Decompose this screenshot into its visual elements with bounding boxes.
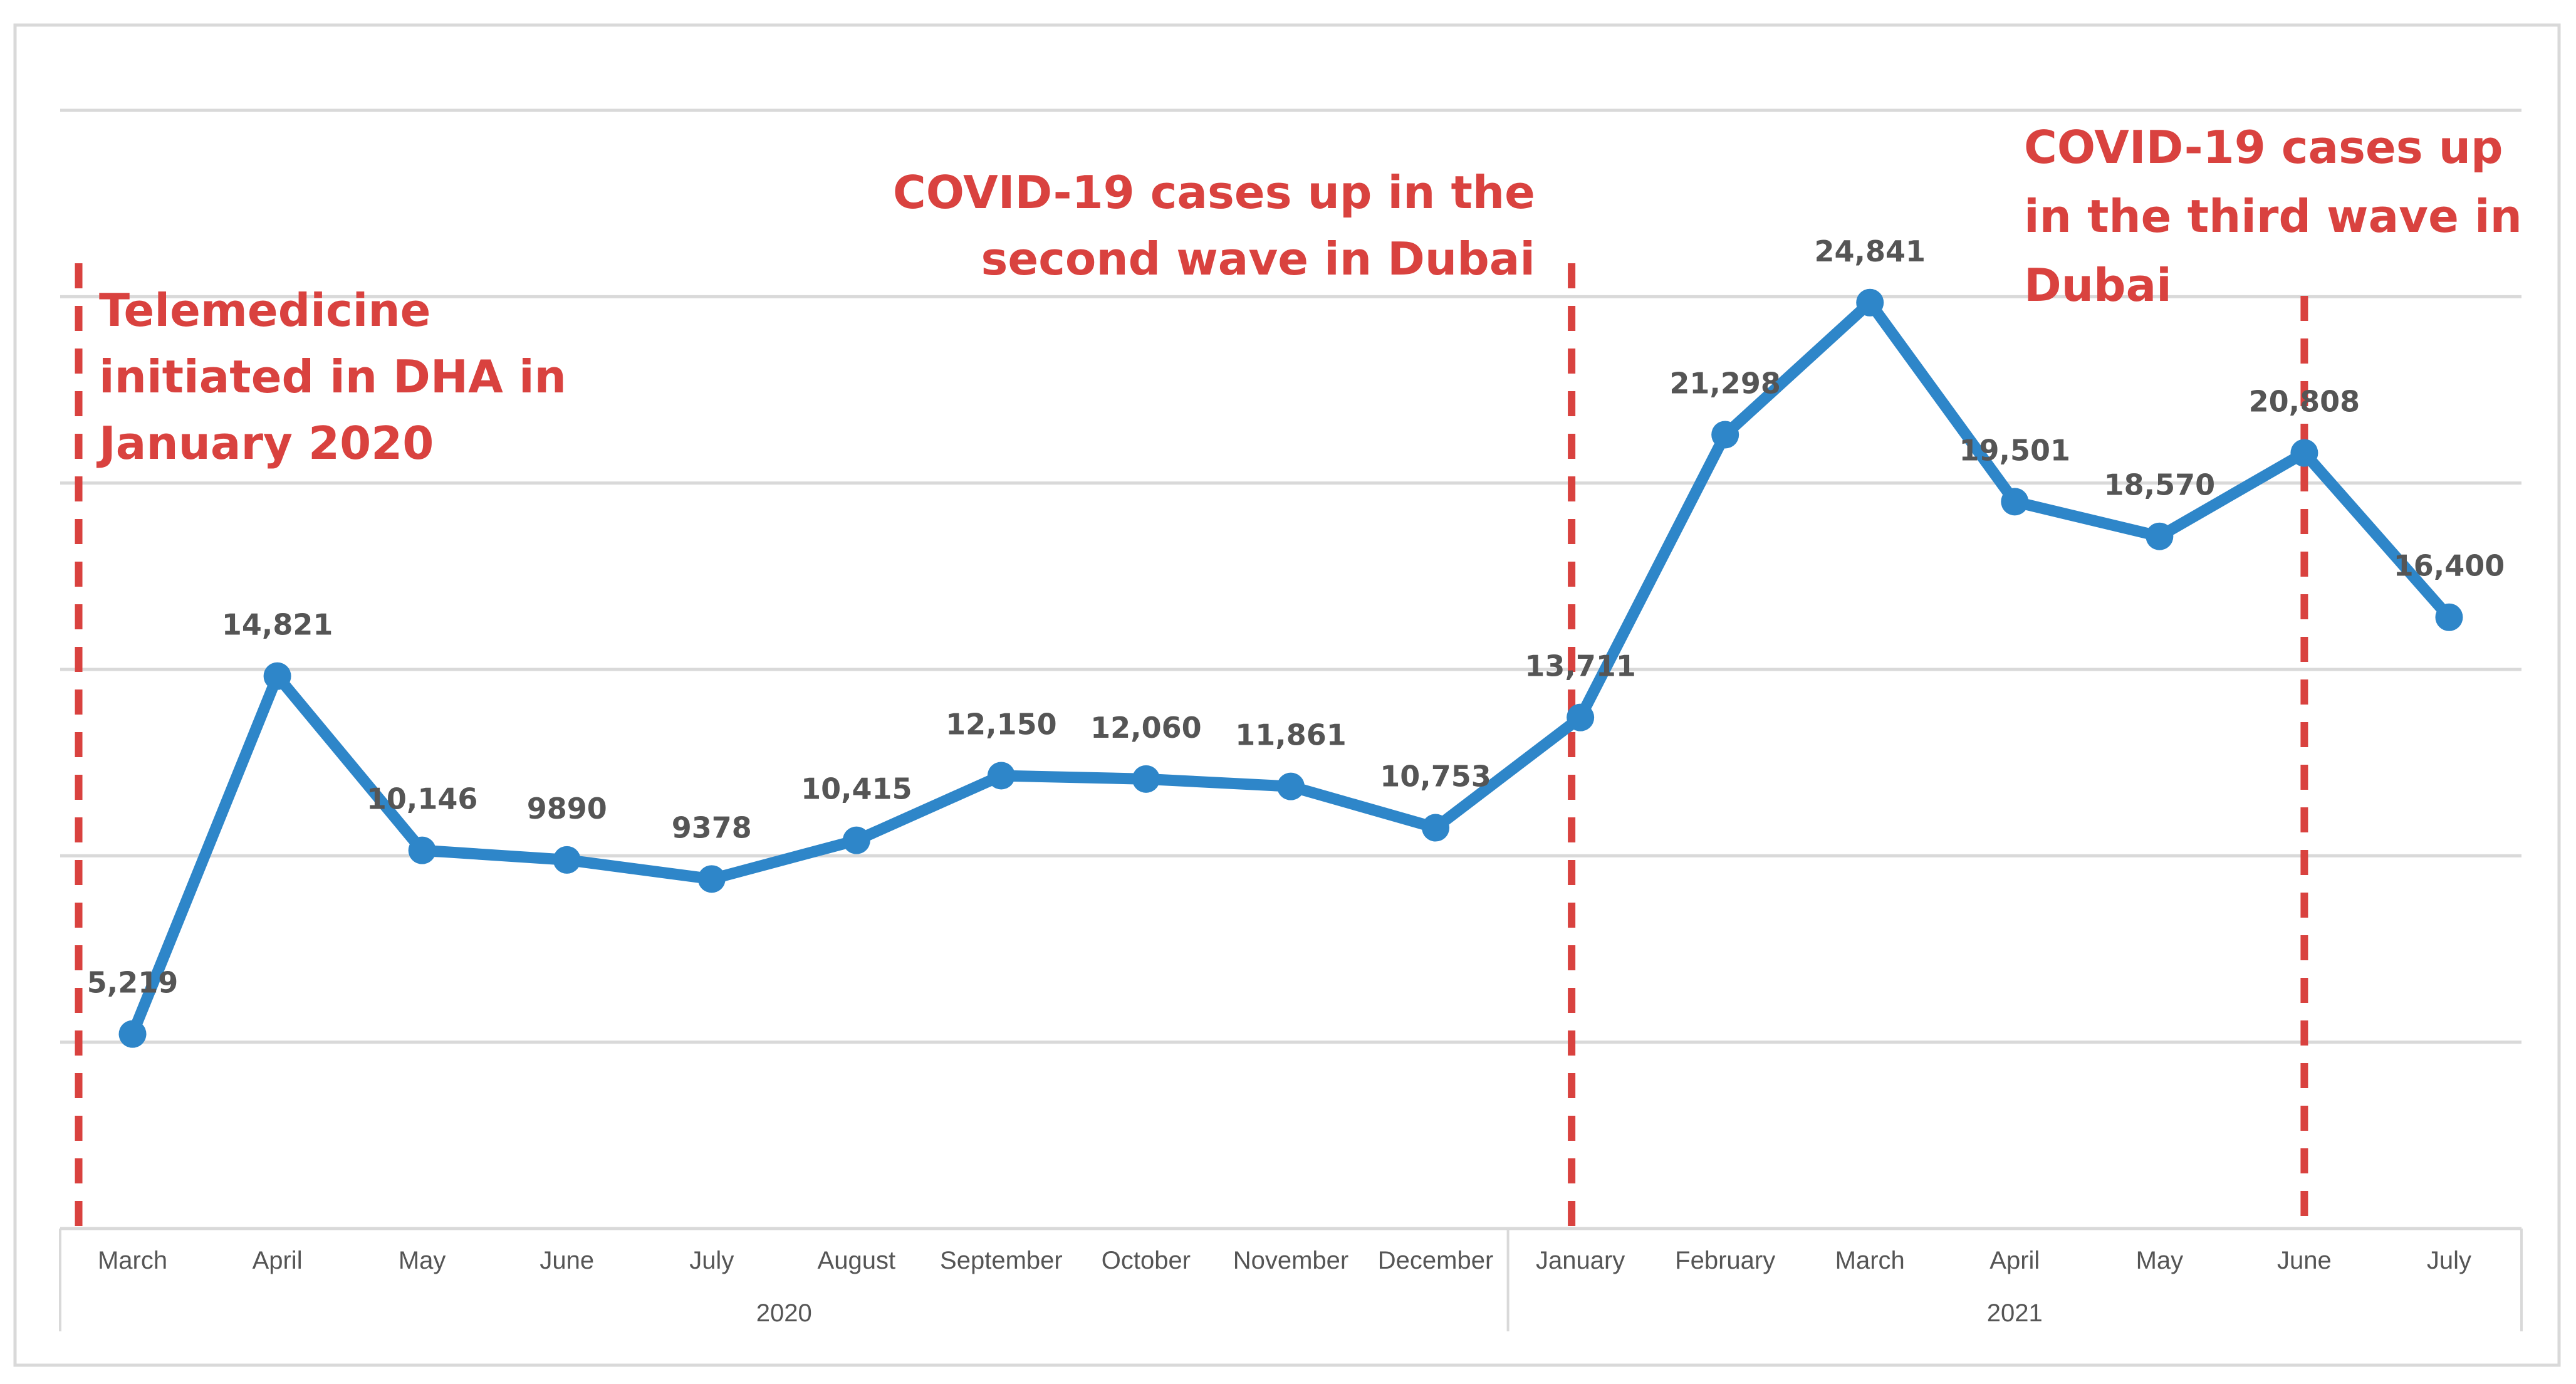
annotation-texts: Telemedicine initiated in DHA in January 2… xyxy=(96,121,2522,469)
data-label: 9378 xyxy=(672,810,752,844)
data-label: 14,821 xyxy=(222,608,333,642)
data-label: 10,415 xyxy=(801,772,912,806)
x-tick-label: March xyxy=(98,1247,167,1274)
data-point xyxy=(553,846,581,874)
data-label: 24,841 xyxy=(1814,234,1926,268)
x-tick-label: December xyxy=(1378,1247,1494,1274)
annotation-text: January 2020 xyxy=(96,417,434,469)
x-group-label: 2020 xyxy=(756,1299,812,1327)
annotation-text: COVID-19 cases up xyxy=(2024,121,2503,174)
annotation-text: Dubai xyxy=(2024,259,2172,312)
category-axis: March April May June July August September Octo… xyxy=(59,1227,2523,1331)
x-tick-label: March xyxy=(1835,1247,1905,1274)
data-labels: 5,219 14,821 10,146 9890 9378 10,415 12,150 12,… xyxy=(87,234,2505,1000)
x-tick-label: April xyxy=(1989,1247,2040,1274)
data-point xyxy=(1856,288,1884,317)
annotation-text: Telemedicine xyxy=(99,284,430,337)
data-label: 12,060 xyxy=(1090,711,1202,745)
x-tick-label: January xyxy=(1536,1247,1625,1274)
x-group-label: 2021 xyxy=(1987,1299,2043,1327)
annotation-text: initiated in DHA in xyxy=(99,350,566,403)
data-point xyxy=(2290,439,2318,467)
x-tick-label: July xyxy=(2427,1247,2471,1274)
annotation-text: in the third wave in xyxy=(2024,190,2522,243)
data-point xyxy=(987,762,1015,790)
x-tick-label: November xyxy=(1233,1247,1349,1274)
x-tick-label: June xyxy=(2277,1247,2332,1274)
data-label: 19,501 xyxy=(1959,433,2071,467)
data-label: 13,711 xyxy=(1525,649,1636,683)
x-tick-label: June xyxy=(540,1247,594,1274)
data-label: 20,808 xyxy=(2249,385,2360,419)
x-tick-label: October xyxy=(1102,1247,1191,1274)
data-point xyxy=(1132,765,1160,793)
data-point xyxy=(118,1020,147,1048)
data-label: 21,298 xyxy=(1669,366,1781,400)
data-series xyxy=(118,288,2463,1048)
x-tick-label: July xyxy=(689,1247,734,1274)
data-point xyxy=(1567,703,1595,731)
x-tick-label: April xyxy=(253,1247,303,1274)
data-label: 16,400 xyxy=(2394,549,2505,583)
annotation-text: COVID-19 cases up in the xyxy=(893,166,1535,219)
data-point xyxy=(408,836,436,864)
x-tick-label: September xyxy=(940,1247,1063,1274)
x-tick-label: May xyxy=(2136,1247,2184,1274)
data-point xyxy=(263,662,291,690)
data-point xyxy=(2435,603,2463,631)
annotation-text: second wave in Dubai xyxy=(981,233,1535,285)
data-point xyxy=(2001,488,2029,516)
x-tick-label: May xyxy=(399,1247,446,1274)
data-point xyxy=(842,826,870,854)
data-point xyxy=(1277,772,1305,800)
data-label: 11,861 xyxy=(1235,718,1347,752)
x-tick-label: August xyxy=(818,1247,896,1274)
data-point xyxy=(1711,421,1739,449)
data-label: 5,219 xyxy=(87,966,179,1000)
data-label: 12,150 xyxy=(946,707,1057,741)
data-point xyxy=(2146,522,2174,550)
x-tick-label: February xyxy=(1675,1247,1775,1274)
data-point xyxy=(697,865,726,893)
data-label: 10,753 xyxy=(1380,760,1491,794)
annotation-lines xyxy=(75,263,2308,1229)
data-point xyxy=(1422,814,1450,842)
chart-border xyxy=(13,23,2561,1367)
data-label: 9890 xyxy=(527,792,607,826)
data-label: 10,146 xyxy=(367,782,478,816)
data-label: 18,570 xyxy=(2104,468,2216,502)
